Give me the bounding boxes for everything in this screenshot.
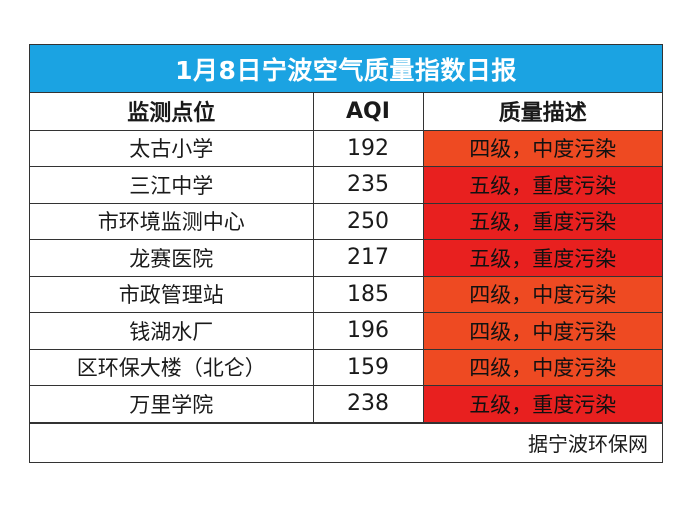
table-row: 区环保大楼（北仑） 159 四级，中度污染 <box>30 348 662 386</box>
desc-cell: 五级，重度污染 <box>422 385 662 423</box>
site-cell: 市政管理站 <box>30 275 314 313</box>
site-cell: 太古小学 <box>30 129 314 167</box>
table-row: 万里学院 238 五级，重度污染 <box>30 385 662 423</box>
desc-cell: 四级，中度污染 <box>422 129 662 167</box>
header-row: 监测点位 AQI 质量描述 <box>30 93 662 131</box>
desc-cell: 五级，重度污染 <box>422 202 662 240</box>
aqi-cell: 238 <box>312 385 424 423</box>
source-credit: 据宁波环保网 <box>30 422 662 462</box>
aqi-cell: 159 <box>312 348 424 386</box>
site-cell: 区环保大楼（北仑） <box>30 348 314 386</box>
aqi-cell: 217 <box>312 239 424 277</box>
aqi-cell: 196 <box>312 312 424 350</box>
aqi-cell: 185 <box>312 275 424 313</box>
header-site: 监测点位 <box>30 93 314 131</box>
aqi-cell: 192 <box>312 129 424 167</box>
desc-cell: 四级，中度污染 <box>422 348 662 386</box>
desc-cell: 四级，中度污染 <box>422 312 662 350</box>
report-title: 1月8日宁波空气质量指数日报 <box>30 45 662 93</box>
table-row: 三江中学 235 五级，重度污染 <box>30 166 662 204</box>
desc-cell: 四级，中度污染 <box>422 275 662 313</box>
table-row: 太古小学 192 四级，中度污染 <box>30 129 662 167</box>
aqi-cell: 235 <box>312 166 424 204</box>
desc-cell: 五级，重度污染 <box>422 239 662 277</box>
table-row: 龙赛医院 217 五级，重度污染 <box>30 239 662 277</box>
aqi-cell: 250 <box>312 202 424 240</box>
site-cell: 钱湖水厂 <box>30 312 314 350</box>
aqi-table: 监测点位 AQI 质量描述 太古小学 192 四级，中度污染 三江中学 235 … <box>30 93 662 423</box>
site-cell: 龙赛医院 <box>30 239 314 277</box>
site-cell: 三江中学 <box>30 166 314 204</box>
site-cell: 市环境监测中心 <box>30 202 314 240</box>
header-desc: 质量描述 <box>422 93 662 131</box>
desc-cell: 五级，重度污染 <box>422 166 662 204</box>
table-row: 市环境监测中心 250 五级，重度污染 <box>30 202 662 240</box>
table-row: 市政管理站 185 四级，中度污染 <box>30 275 662 313</box>
header-aqi: AQI <box>312 93 424 131</box>
aqi-report: 1月8日宁波空气质量指数日报 监测点位 AQI 质量描述 太古小学 192 四级… <box>29 44 663 463</box>
table-row: 钱湖水厂 196 四级，中度污染 <box>30 312 662 350</box>
site-cell: 万里学院 <box>30 385 314 423</box>
